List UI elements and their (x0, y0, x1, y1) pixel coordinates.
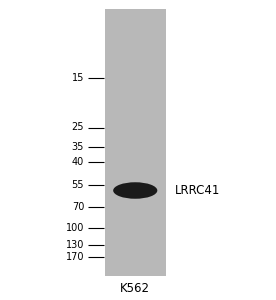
Text: 170: 170 (66, 251, 84, 262)
Text: 55: 55 (72, 179, 84, 190)
Text: K562: K562 (120, 281, 150, 295)
Text: 35: 35 (72, 142, 84, 152)
Text: 15: 15 (72, 73, 84, 83)
Text: 25: 25 (72, 122, 84, 133)
Bar (105, 9, 166, 276)
Text: 130: 130 (66, 239, 84, 250)
Text: 100: 100 (66, 223, 84, 233)
Text: 70: 70 (72, 202, 84, 212)
Text: 40: 40 (72, 157, 84, 167)
Ellipse shape (113, 182, 157, 199)
Text: LRRC41: LRRC41 (175, 184, 221, 197)
